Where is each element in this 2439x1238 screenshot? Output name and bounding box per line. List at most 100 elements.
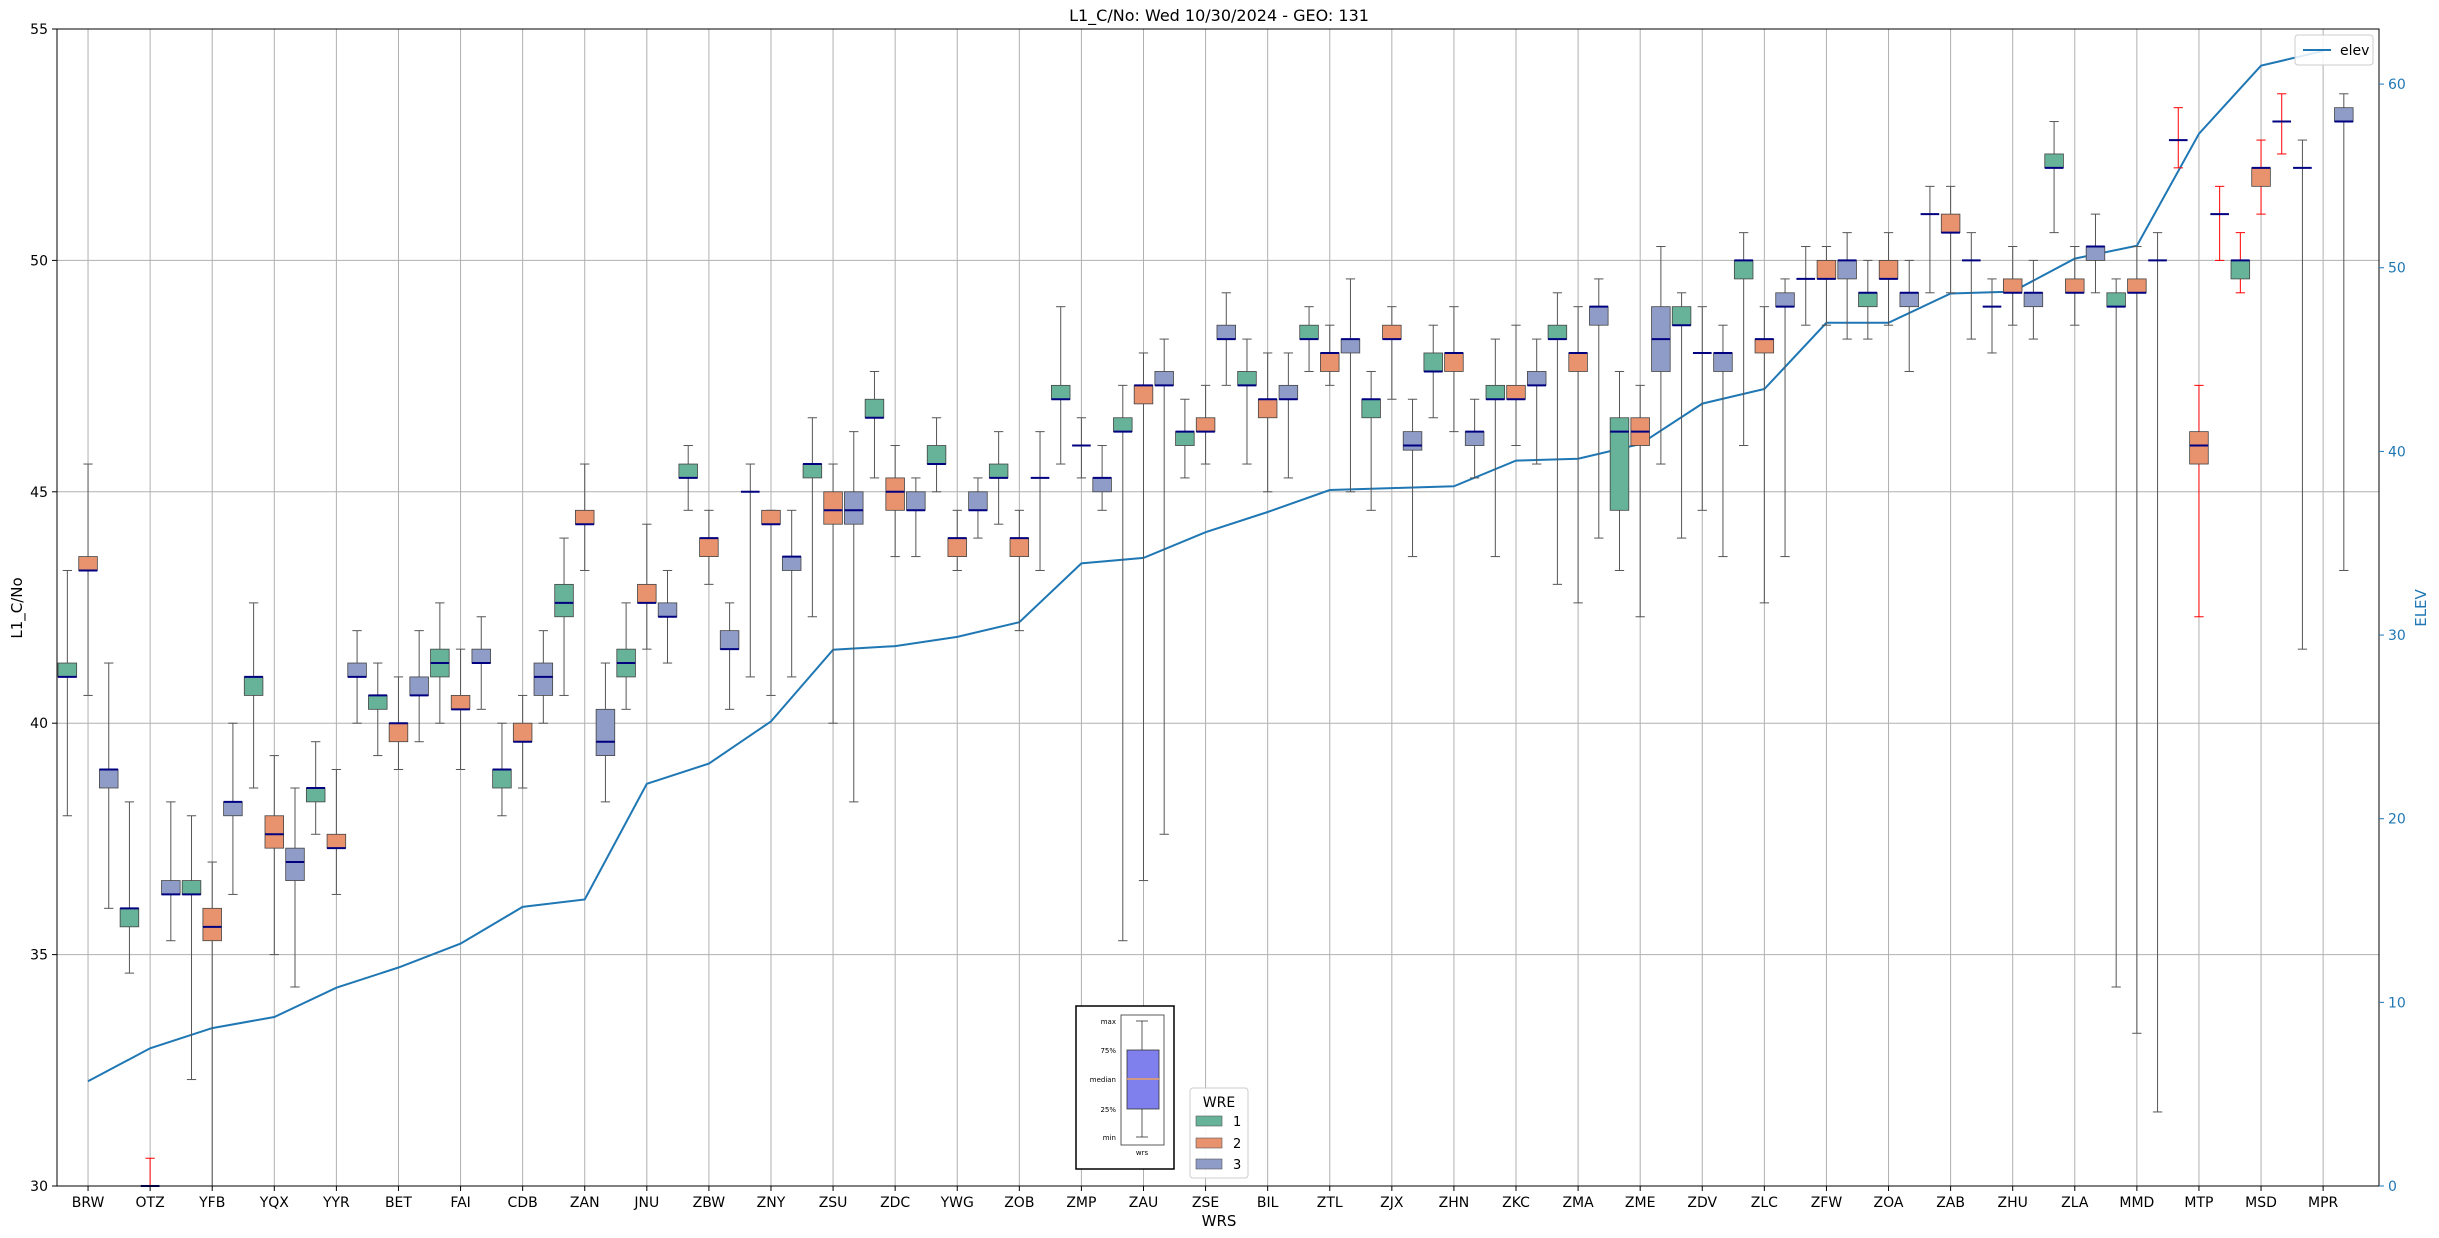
box-iqr	[802, 463, 823, 479]
x-tick-label: MSD	[2245, 1195, 2277, 1211]
key-label-median: median	[1090, 1076, 1116, 1084]
box-iqr	[781, 556, 802, 571]
box-iqr	[1816, 259, 1837, 280]
x-tick-label: ZTL	[1317, 1195, 1343, 1211]
x-tick-label: ZME	[1625, 1195, 1656, 1211]
box-iqr	[1568, 352, 1588, 372]
box-bil-wre3	[1278, 352, 1299, 479]
box-msd-wre1	[2230, 232, 2251, 294]
wre-legend-swatch-2	[1195, 1137, 1223, 1149]
box-ywg-wre1	[926, 417, 947, 493]
box-zla-wre1	[2044, 121, 2064, 234]
wre-legend-label-3: 3	[1233, 1158, 1241, 1173]
plot-frame	[56, 28, 2380, 1187]
box-iqr	[1589, 306, 1609, 326]
box-bet-wre1	[368, 662, 388, 757]
box-zkc-wre3	[1526, 338, 1547, 465]
box-zan-wre2	[575, 463, 595, 571]
box-iqr	[1175, 431, 1195, 446]
box-yfb-wre2	[202, 861, 222, 1187]
box-mmd-wre2	[2127, 246, 2147, 1034]
box-iqr	[78, 556, 98, 571]
box-brw-wre2	[78, 463, 98, 696]
x-tick-label: MTP	[2184, 1195, 2213, 1211]
x-tick-label: BRW	[72, 1195, 105, 1211]
key-label-max: max	[1101, 1018, 1116, 1026]
box-zob-wre1	[988, 431, 1009, 525]
wre-legend-swatch-1	[1195, 1115, 1223, 1127]
y2-tick-label: 10	[2388, 995, 2406, 1011]
box-iqr	[326, 833, 347, 849]
box-iqr	[761, 509, 781, 525]
box-iqr	[1858, 292, 1878, 308]
x-tick-label: MMD	[2119, 1195, 2154, 1211]
box-zmp-wre1	[1051, 306, 1071, 465]
box-iqr	[1423, 352, 1443, 372]
x-tick-label: ZHN	[1439, 1195, 1470, 1211]
box-bet-wre3	[409, 630, 429, 743]
chart-title: L1_C/No: Wed 10/30/2024 - GEO: 131	[1069, 6, 1369, 26]
box-iqr	[2106, 292, 2126, 308]
box-iqr	[1444, 352, 1464, 372]
box-yqx-wre2	[264, 755, 285, 956]
x-tick-label: ZAB	[1936, 1195, 1965, 1211]
box-yyr-wre1	[305, 741, 326, 835]
x-tick-label: ZAU	[1129, 1195, 1158, 1211]
box-iqr	[2127, 278, 2147, 294]
x-tick-label: JNU	[633, 1195, 659, 1211]
box-mtp-wre3	[2210, 185, 2229, 261]
box-bil-wre1	[1237, 338, 1257, 465]
wre-legend-label-2: 2	[1233, 1137, 1241, 1152]
box-iqr	[388, 722, 409, 743]
box-iqr	[512, 722, 533, 743]
y-tick-label: 55	[30, 22, 48, 38]
box-mpr-wre3	[2334, 93, 2354, 571]
box-zma-wre3	[1589, 278, 1609, 539]
box-iqr	[823, 491, 843, 525]
box-iqr	[637, 583, 657, 604]
box-iqr	[243, 676, 264, 696]
box-ywg-wre3	[968, 477, 988, 539]
box-iqr	[2189, 431, 2209, 465]
box-zfw-wre1	[1796, 246, 1816, 326]
y-tick-label: 40	[30, 716, 48, 732]
box-iqr	[1237, 371, 1257, 386]
box-mtp-wre1	[2168, 107, 2188, 169]
box-zme-wre1	[1609, 370, 1630, 571]
box-ztl-wre3	[1340, 278, 1361, 493]
x-tick-label: ZAN	[570, 1195, 600, 1211]
y-axis-left: 30 35 40 45 50 55	[30, 22, 57, 1195]
box-iqr	[1402, 431, 1423, 451]
box-iqr	[2230, 259, 2251, 280]
y2-tick-label: 40	[2388, 444, 2406, 460]
box-iqr	[1526, 371, 1547, 386]
box-iqr	[1340, 338, 1361, 354]
box-iqr	[2044, 153, 2064, 169]
box-zau-wre3	[1154, 338, 1174, 835]
box-iqr	[1092, 477, 1112, 493]
x-tick-label: YQX	[259, 1195, 290, 1211]
box-zhn-wre3	[1464, 398, 1485, 479]
x-tick-label: FAI	[450, 1195, 470, 1211]
box-zsu-wre1	[802, 417, 823, 618]
box-iqr	[2023, 292, 2044, 308]
y2-tick-label: 30	[2388, 628, 2406, 644]
x-tick-label: ZSE	[1192, 1195, 1219, 1211]
box-zkc-wre1	[1485, 338, 1506, 558]
y-axis-label: L1_C/No	[8, 577, 27, 638]
box-zse-wre2	[1195, 384, 1216, 465]
box-iqr	[1609, 417, 1630, 511]
box-zdv-wre1	[1671, 292, 1692, 539]
box-yfb-wre1	[181, 815, 202, 1081]
box-cdb-wre1	[492, 722, 512, 817]
box-zab-wre2	[1940, 185, 1961, 294]
box-iqr	[1216, 324, 1236, 340]
box-iqr	[844, 491, 864, 525]
box-zdv-wre2	[1692, 306, 1712, 511]
box-cdb-wre3	[533, 630, 554, 724]
box-iqr	[368, 695, 388, 710]
box-iqr	[1051, 384, 1071, 400]
key-label-q3: 75%	[1100, 1047, 1116, 1055]
box-iqr	[968, 491, 988, 511]
box-iqr	[719, 630, 740, 650]
